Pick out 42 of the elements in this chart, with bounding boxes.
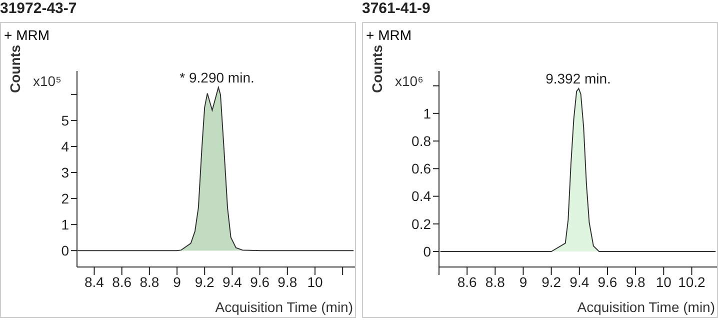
chart-subtitle: + MRM: [4, 27, 50, 43]
x-axis-title: Acquisition Time (min): [215, 299, 353, 315]
x-tick-label: 10: [307, 274, 323, 290]
x-tick-label: 9: [173, 274, 182, 290]
text: x10⁵: [33, 73, 62, 89]
x-tick-label: 9.4: [222, 274, 242, 290]
x-tick-label: 8.6: [112, 274, 132, 290]
chart-subtitle: + MRM: [366, 27, 412, 43]
y-tick-label: 2: [61, 190, 70, 207]
x-tick-label: 9.6: [598, 274, 618, 290]
y-tick-label: 0.2: [412, 216, 432, 232]
x-tick-label: 8.8: [485, 274, 506, 290]
chart-title: 3761-41-9: [362, 0, 432, 19]
annotation: 9.392 min.: [546, 70, 611, 87]
x-tick-label: 10: [656, 274, 672, 290]
text: x10⁶: [395, 73, 424, 89]
x-tick-label: 9.2: [542, 274, 562, 290]
x-tick-label: 9.8: [626, 274, 646, 290]
x-tick-label: 8.4: [84, 274, 104, 290]
y-axis-title: Counts: [369, 44, 385, 93]
x-axis-title: Acquisition Time (min): [577, 299, 715, 315]
y-tick-label: 0.6: [412, 160, 432, 177]
y-tick-label: 1: [61, 216, 70, 233]
y-tick-label: 5: [61, 112, 70, 128]
y-tick-label: 3: [61, 164, 70, 180]
chart-title: 31972-43-7: [0, 0, 78, 19]
y-tick-label: 4: [61, 138, 70, 154]
x-tick-label: 9.2: [194, 274, 215, 290]
y-tick-label: 1: [423, 105, 432, 122]
x-tick-label: 10.2: [678, 274, 706, 290]
y-tick-label: 0.8: [412, 133, 432, 149]
x-tick-label: 8.8: [140, 274, 160, 290]
x-tick-label: 8.6: [457, 274, 478, 290]
x-tick-label: 9.6: [250, 274, 270, 290]
y-tick-label: 0: [61, 242, 70, 259]
y-tick-label: 0: [423, 244, 432, 260]
y-axis-title: Counts: [7, 44, 23, 93]
annotation: * 9.290 min.: [180, 69, 254, 86]
x-tick-label: 9: [519, 274, 528, 290]
x-tick-label: 9.4: [570, 274, 590, 290]
x-tick-label: 9.8: [278, 274, 298, 290]
y-tick-label: 0.4: [412, 188, 432, 204]
